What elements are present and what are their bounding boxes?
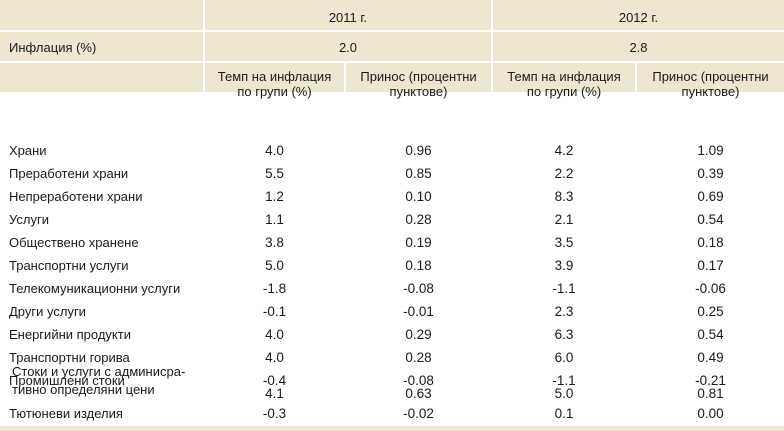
contrib-2012: 0.00 — [697, 406, 724, 421]
contrib-2012: 0.69 — [697, 189, 724, 204]
contrib-2011: 0.29 — [405, 327, 432, 342]
contrib-2012: 0.39 — [697, 166, 724, 181]
col-rate-line2: по групи (%) — [526, 84, 602, 99]
rate-2011: -1.8 — [262, 281, 287, 296]
rate-2011: 5.0 — [265, 258, 284, 273]
rate-2011: 1.2 — [265, 189, 284, 204]
contrib-2011: -0.08 — [403, 281, 434, 296]
contrib-2011: 0.28 — [405, 350, 432, 365]
contrib-2012: 0.81 — [697, 386, 724, 401]
rate-2012: 3.9 — [554, 258, 574, 273]
contrib-2012: -0.21 — [695, 373, 726, 388]
col-rate-line1: Темп на инфлация — [507, 69, 621, 84]
inflation-2012: 2.8 — [629, 40, 648, 55]
col-contrib-2012: Принос (процентни пунктове) — [637, 69, 784, 99]
col-contrib-line2: пунктове) — [389, 84, 448, 99]
row-label: Услуги — [9, 212, 49, 227]
col-contrib-2011: Принос (процентни пунктове) — [346, 69, 491, 99]
header-band — [0, 0, 784, 92]
col-rate-line1: Темп на инфлация — [217, 69, 332, 84]
contrib-2012: -0.06 — [695, 281, 726, 296]
row-label: Други услуги — [9, 304, 86, 319]
rate-2011: -0.4 — [262, 373, 287, 388]
rate-2012: -1.1 — [552, 373, 576, 388]
rate-2011: 4.0 — [265, 327, 284, 342]
rate-2012: 2.2 — [554, 166, 574, 181]
row-label: Непреработени храни — [9, 189, 143, 204]
rate-2012: 0.1 — [554, 406, 574, 421]
row-label: Енергийни продукти — [9, 327, 131, 342]
contrib-2011: 0.96 — [405, 143, 432, 158]
contrib-2011: 0.19 — [405, 235, 432, 250]
rate-2012: -1.1 — [552, 281, 576, 296]
contrib-2012: 0.17 — [697, 258, 724, 273]
contrib-2011: 0.28 — [405, 212, 432, 227]
rate-2012: 2.1 — [554, 212, 574, 227]
col-contrib-line1: Принос (процентни — [652, 69, 769, 84]
rate-2011: 4.1 — [265, 386, 284, 401]
contrib-2012: 0.25 — [697, 304, 724, 319]
row-label: Преработени храни — [9, 166, 129, 181]
col-rate-line2: по групи (%) — [237, 84, 312, 99]
header-divider — [0, 30, 784, 32]
rate-2012: 2.3 — [554, 304, 574, 319]
rate-2012: 6.0 — [554, 350, 574, 365]
footer-band — [0, 426, 784, 431]
contrib-2012: 0.49 — [697, 350, 724, 365]
column-divider — [344, 61, 346, 92]
contrib-2011: -0.02 — [403, 406, 434, 421]
rate-2011: 4.0 — [265, 143, 284, 158]
contrib-2011: 0.18 — [405, 258, 432, 273]
rate-2011: 5.5 — [265, 166, 284, 181]
rate-2012: 3.5 — [554, 235, 574, 250]
col-contrib-line2: пунктове) — [681, 84, 740, 99]
row-label: Транспортни горива — [9, 350, 130, 365]
inflation-2011: 2.0 — [338, 40, 358, 55]
row-label: Обществено хранене — [9, 235, 139, 250]
contrib-2011: -0.01 — [403, 304, 434, 319]
contrib-2012: 0.54 — [697, 327, 724, 342]
rate-2012: 4.2 — [554, 143, 574, 158]
col-rate-2012: Темп на инфлация по групи (%) — [493, 69, 635, 99]
rate-2012: 8.3 — [554, 189, 574, 204]
rate-2011: -0.3 — [262, 406, 287, 421]
contrib-2012: 0.18 — [697, 235, 724, 250]
column-divider — [491, 0, 493, 92]
column-divider — [635, 61, 637, 92]
col-contrib-line1: Принос (процентни — [360, 69, 477, 84]
row-label-line1: Стоки и услуги с админисра- — [12, 364, 186, 379]
contrib-2011: 0.63 — [405, 386, 432, 401]
inflation-label: Инфлация (%) — [9, 40, 97, 55]
year-2011-header: 2011 г. — [328, 10, 368, 25]
contrib-2012: 0.54 — [697, 212, 724, 227]
row-label: Храни — [9, 143, 47, 158]
row-label: Промишлени стоки — [9, 373, 125, 388]
contrib-2011: 0.10 — [405, 189, 432, 204]
rate-2011: 3.8 — [265, 235, 284, 250]
row-label: Телекомуникационни услуги — [9, 281, 181, 296]
rate-2011: -0.1 — [262, 304, 287, 319]
rate-2011: 1.1 — [265, 212, 284, 227]
contrib-2011: 0.85 — [405, 166, 432, 181]
year-2012-header: 2012 г. — [618, 10, 659, 25]
contrib-2011: -0.08 — [403, 373, 434, 388]
col-rate-2011: Темп на инфлация по групи (%) — [205, 69, 344, 99]
contrib-2012: 1.09 — [697, 143, 724, 158]
rate-2012: 6.3 — [554, 327, 574, 342]
row-label: Тютюневи изделия — [9, 406, 123, 421]
row-label: Транспортни услуги — [9, 258, 129, 273]
column-divider — [203, 0, 205, 92]
header-divider — [0, 61, 784, 63]
rate-2011: 4.0 — [265, 350, 284, 365]
row-label-line2: тивно определяни цени — [12, 382, 155, 397]
rate-2012: 5.0 — [554, 386, 574, 401]
